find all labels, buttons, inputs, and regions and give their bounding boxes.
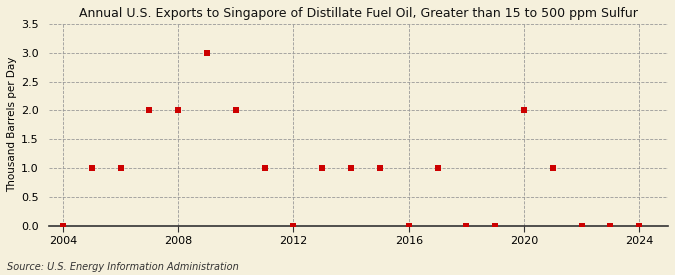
- Point: [144, 108, 155, 112]
- Point: [86, 166, 97, 170]
- Point: [518, 108, 529, 112]
- Text: Source: U.S. Energy Information Administration: Source: U.S. Energy Information Administ…: [7, 262, 238, 272]
- Point: [576, 224, 587, 228]
- Point: [115, 166, 126, 170]
- Point: [230, 108, 241, 112]
- Point: [547, 166, 558, 170]
- Point: [490, 224, 501, 228]
- Point: [605, 224, 616, 228]
- Point: [432, 166, 443, 170]
- Point: [57, 224, 68, 228]
- Title: Annual U.S. Exports to Singapore of Distillate Fuel Oil, Greater than 15 to 500 : Annual U.S. Exports to Singapore of Dist…: [79, 7, 638, 20]
- Point: [202, 51, 213, 55]
- Point: [173, 108, 184, 112]
- Point: [259, 166, 270, 170]
- Point: [404, 224, 414, 228]
- Point: [346, 166, 356, 170]
- Point: [317, 166, 327, 170]
- Point: [375, 166, 385, 170]
- Point: [634, 224, 645, 228]
- Y-axis label: Thousand Barrels per Day: Thousand Barrels per Day: [7, 57, 17, 192]
- Point: [288, 224, 299, 228]
- Point: [461, 224, 472, 228]
